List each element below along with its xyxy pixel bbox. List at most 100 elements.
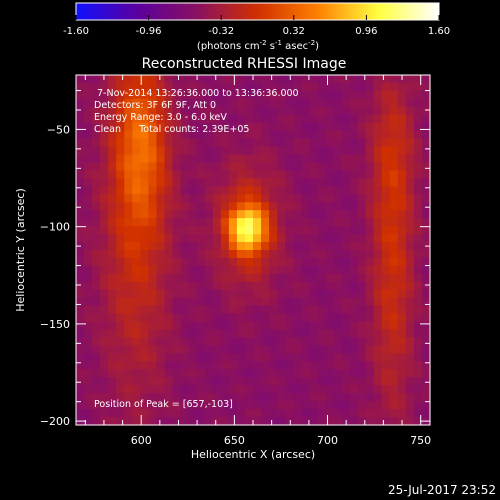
heatmap-cell [309,273,318,283]
heatmap-cell [116,321,125,331]
heatmap-cell [172,194,182,203]
heatmap-cell [309,226,318,235]
heatmap-cell [180,369,190,378]
heatmap-cell [164,361,174,370]
heatmap-cell [236,393,246,402]
heatmap-cell [204,82,214,92]
heatmap-cell [188,242,198,251]
heatmap-cell [317,98,327,108]
heatmap-cell [164,273,174,283]
heatmap-cell [116,313,125,323]
heatmap-cell [365,273,375,283]
heatmap-cell [381,122,391,132]
heatmap-cell [317,218,327,227]
heatmap-cell [317,186,327,195]
heatmap-cell [188,186,198,195]
heatmap-cell [132,313,141,323]
heatmap-cell [172,234,182,243]
heatmap-cell [397,210,407,219]
heatmap-cell [317,130,327,140]
heatmap-cell [405,138,415,148]
heatmap-cell [156,273,166,283]
heatmap-cell [132,393,141,402]
heatmap-cell [293,242,302,251]
heatmap-cell [180,345,190,354]
heatmap-cell [148,90,158,100]
heatmap-cell [236,114,246,124]
heatmap-cell [405,289,415,299]
heatmap-cell [285,186,294,195]
heatmap-cell [220,210,230,219]
heatmap-cell [277,401,286,410]
heatmap-cell [124,393,133,402]
heatmap-cell [220,90,230,100]
heatmap-cell [277,250,286,259]
heatmap-cell [196,218,206,227]
heatmap-cell [180,250,190,259]
heatmap-cell [293,321,302,331]
heatmap-cell [172,82,182,92]
heatmap-cell [156,114,166,124]
heatmap-cell [421,178,431,187]
heatmap-cell [365,361,375,370]
heatmap-cell [269,313,278,323]
heatmap-cell [92,202,101,211]
heatmap-cell [285,377,294,386]
heatmap-cell [341,401,351,410]
heatmap-cell [357,202,367,211]
heatmap-cell [164,234,174,243]
heatmap-cell [357,170,367,179]
heatmap-cell [148,242,158,251]
heatmap-cell [132,417,141,426]
heatmap-cell [317,265,327,275]
heatmap-cell [253,218,262,227]
heatmap-cell [84,82,93,92]
heatmap-cell [236,409,246,418]
heatmap-cell [100,361,109,370]
heatmap-cell [212,106,222,116]
heatmap-cell [341,226,351,235]
heatmap-cell [164,393,174,402]
heatmap-cell [277,90,286,100]
heatmap-cell [405,417,415,426]
heatmap-cell [349,250,359,259]
heatmap-cell [253,75,262,84]
heatmap-cell [333,194,343,203]
heatmap-cell [357,305,367,315]
heatmap-cell [116,337,125,347]
heatmap-cell [204,234,214,243]
heatmap-cell [421,257,431,267]
heatmap-cell [196,122,206,132]
heatmap-cell [301,385,310,394]
heatmap-cell [244,146,254,156]
heatmap-cell [228,90,238,100]
heatmap-cell [92,265,101,275]
heatmap-cell [188,409,198,418]
heatmap-cell [76,393,85,402]
heatmap-cell [212,353,222,362]
heatmap-cell [405,361,415,370]
heatmap-cell [381,202,391,211]
y-tick-label: −150 [40,318,70,331]
heatmap-cell [405,329,415,339]
heatmap-cell [212,242,222,251]
heatmap-cell [349,377,359,386]
heatmap-cell [84,194,93,203]
heatmap-cell [116,106,125,116]
heatmap-cell [405,226,415,235]
heatmap-cell [84,162,93,172]
heatmap-cell [381,409,391,418]
heatmap-cell [236,75,246,84]
heatmap-cell [180,313,190,323]
heatmap-cell [108,122,117,132]
heatmap-cell [172,289,182,299]
heatmap-cell [180,361,190,370]
heatmap-cell [100,114,109,124]
heatmap-cell [76,106,85,116]
heatmap-cell [108,257,117,267]
heatmap-cell [76,75,85,84]
heatmap-cell [397,242,407,251]
heatmap-cell [309,369,318,378]
heatmap-cell [301,186,310,195]
